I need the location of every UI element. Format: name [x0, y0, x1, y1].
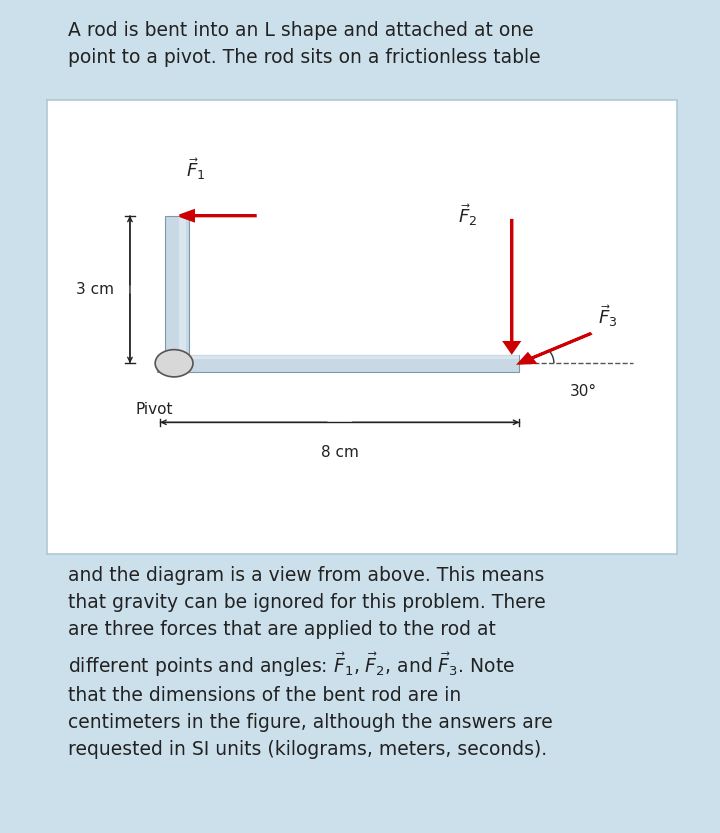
Text: and the diagram is a view from above. This means
that gravity can be ignored for: and the diagram is a view from above. Th…: [68, 566, 553, 759]
FancyArrow shape: [180, 211, 256, 221]
Bar: [157, 355, 519, 372]
Text: $\vec{F}_1$: $\vec{F}_1$: [186, 156, 205, 182]
FancyArrow shape: [505, 220, 518, 352]
Text: $\vec{F}_2$: $\vec{F}_2$: [458, 202, 477, 228]
Text: 8 cm: 8 cm: [321, 445, 359, 460]
Text: A rod is bent into an L shape and attached at one
point to a pivot. The rod sits: A rod is bent into an L shape and attach…: [68, 21, 541, 67]
Text: $\vec{F}_3$: $\vec{F}_3$: [598, 303, 617, 329]
Bar: [165, 216, 189, 372]
Text: 3 cm: 3 cm: [76, 282, 114, 297]
Text: 30°: 30°: [570, 384, 597, 399]
Bar: [179, 216, 186, 372]
FancyArrow shape: [519, 333, 590, 363]
Text: Pivot: Pivot: [135, 402, 173, 416]
Bar: [157, 355, 519, 359]
Circle shape: [156, 350, 193, 377]
